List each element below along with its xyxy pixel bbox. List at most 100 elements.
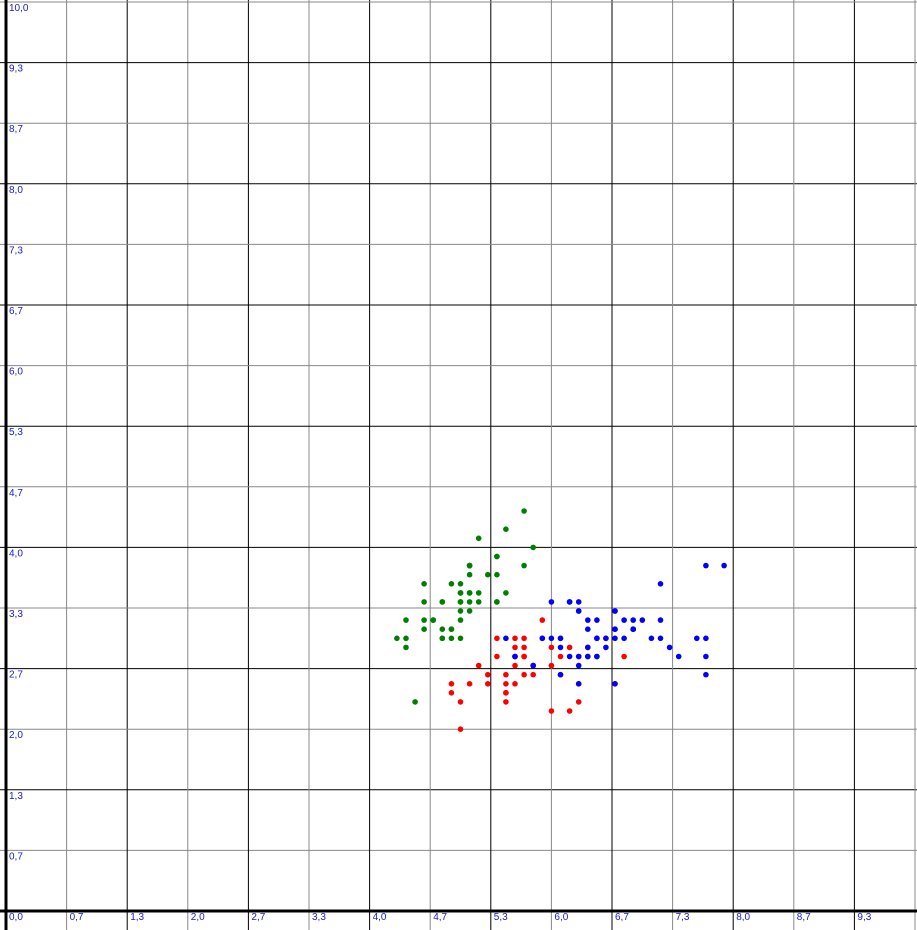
data-point-series-1 — [439, 626, 446, 632]
data-point-series-2 — [512, 635, 518, 642]
data-point-series-3 — [657, 617, 664, 623]
data-point-series-1 — [421, 626, 427, 632]
data-point-series-1 — [394, 635, 400, 642]
data-point-series-2 — [448, 690, 455, 696]
data-point-series-2 — [448, 681, 455, 687]
data-point-series-1 — [521, 508, 527, 514]
data-point-series-3 — [594, 653, 600, 660]
data-point-series-1 — [503, 526, 509, 532]
data-point-series-3 — [585, 626, 591, 632]
data-point-series-3 — [575, 653, 582, 660]
data-point-series-1 — [466, 562, 473, 569]
data-point-series-1 — [412, 699, 418, 705]
x-tick-labels: 0,0 0,7 1,3 2,0 2,7 3,3 4,0 4,7 5,3 6,0 6,7 7,3 8,0 8… — [9, 912, 872, 923]
data-point-series-2 — [466, 681, 473, 687]
data-point-series-1 — [457, 608, 464, 614]
data-point-series-1 — [457, 635, 464, 642]
x-tick-label: 8,7 — [797, 912, 811, 923]
data-point-series-2 — [566, 644, 573, 651]
data-point-series-2 — [548, 644, 555, 651]
y-tick-labels: 0,7 1,3 2,0 2,7 3,3 4,0 4,7 5,3 6,0 6,7 7,3 8,0 8,7 9… — [9, 3, 29, 862]
data-point-series-3 — [603, 635, 609, 642]
data-point-series-1 — [503, 590, 509, 596]
data-point-series-1 — [403, 635, 409, 642]
y-tick-label: 1,3 — [9, 791, 23, 802]
data-point-series-1 — [457, 599, 464, 605]
data-point-series-2 — [503, 690, 509, 696]
data-point-series-3 — [703, 653, 709, 660]
data-point-series-2 — [575, 699, 582, 705]
data-point-series-3 — [566, 599, 573, 605]
data-point-series-1 — [457, 617, 464, 623]
data-point-series-1 — [439, 599, 446, 605]
data-points — [394, 508, 727, 732]
data-point-series-3 — [575, 662, 582, 669]
y-tick-label: 7,3 — [9, 245, 23, 256]
data-point-series-2 — [621, 653, 627, 660]
data-point-series-1 — [466, 608, 473, 614]
data-point-series-3 — [557, 635, 564, 642]
data-point-series-1 — [521, 562, 527, 569]
data-point-series-2 — [521, 644, 527, 651]
data-point-series-2 — [566, 708, 573, 714]
data-point-series-1 — [457, 581, 464, 587]
x-tick-label: 7,3 — [676, 912, 690, 923]
data-point-series-1 — [421, 581, 427, 587]
data-point-series-1 — [403, 617, 409, 623]
data-point-series-1 — [439, 635, 446, 642]
x-tick-label: 9,3 — [857, 912, 871, 923]
data-point-series-3 — [594, 617, 600, 623]
y-tick-label: 0,7 — [9, 851, 23, 862]
data-point-series-3 — [703, 562, 709, 569]
y-tick-label: 4,0 — [9, 548, 23, 559]
data-point-series-2 — [557, 653, 564, 660]
x-tick-label: 6,0 — [554, 912, 568, 923]
x-tick-label: 4,7 — [433, 912, 447, 923]
data-point-series-3 — [657, 581, 664, 587]
data-point-series-3 — [594, 635, 600, 642]
data-point-series-3 — [630, 626, 636, 632]
data-point-series-1 — [421, 599, 427, 605]
y-tick-label: 6,0 — [9, 367, 23, 378]
x-tick-label: 4,0 — [373, 912, 387, 923]
data-point-series-1 — [494, 553, 500, 560]
data-point-series-1 — [448, 581, 455, 587]
data-point-series-3 — [603, 644, 609, 651]
data-point-series-2 — [521, 653, 527, 660]
data-point-series-2 — [503, 681, 509, 687]
data-point-series-3 — [585, 617, 591, 623]
data-point-series-1 — [466, 590, 473, 596]
data-point-series-3 — [585, 644, 591, 651]
y-tick-label: 4,7 — [9, 488, 23, 499]
data-point-series-2 — [521, 671, 527, 678]
data-point-series-2 — [548, 708, 555, 714]
x-tick-label: 2,7 — [251, 912, 265, 923]
data-point-series-3 — [621, 617, 627, 623]
data-point-series-2 — [512, 644, 518, 651]
data-point-series-3 — [512, 653, 518, 660]
y-tick-label: 5,3 — [9, 427, 23, 438]
data-point-series-3 — [703, 671, 709, 678]
data-point-series-1 — [475, 590, 482, 596]
data-point-series-2 — [512, 662, 518, 669]
data-point-series-3 — [612, 681, 618, 687]
data-point-series-3 — [721, 562, 727, 569]
data-point-series-3 — [666, 644, 673, 651]
data-point-series-2 — [503, 699, 509, 705]
data-point-series-3 — [548, 599, 555, 605]
data-point-series-3 — [694, 635, 700, 642]
data-point-series-1 — [466, 599, 473, 605]
data-point-series-2 — [512, 681, 518, 687]
data-point-series-1 — [485, 571, 491, 578]
data-point-series-1 — [466, 571, 473, 578]
data-point-series-2 — [485, 681, 491, 687]
data-point-series-1 — [430, 617, 437, 623]
x-tick-label: 0,0 — [9, 912, 23, 923]
data-point-series-3 — [612, 608, 618, 614]
x-tick-label: 2,0 — [191, 912, 205, 923]
data-point-series-3 — [621, 635, 627, 642]
data-point-series-2 — [494, 653, 500, 660]
data-point-series-3 — [575, 599, 582, 605]
data-point-series-2 — [503, 671, 509, 678]
